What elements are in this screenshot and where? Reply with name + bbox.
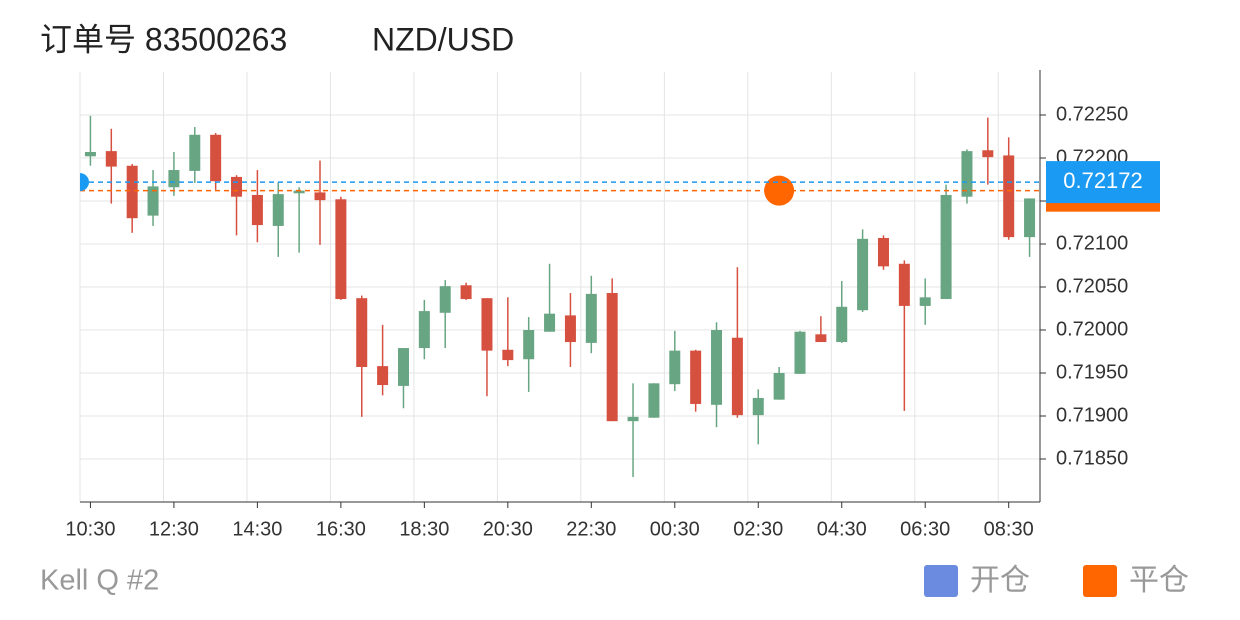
candle-body — [585, 293, 597, 343]
y-tick-label: 0.71850 — [1056, 447, 1128, 469]
x-tick-label: 16:30 — [316, 518, 366, 540]
candle-body — [502, 349, 514, 361]
x-tick-label: 02:30 — [733, 518, 783, 540]
candle-body — [836, 306, 848, 343]
x-tick-label: 18:30 — [399, 518, 449, 540]
x-tick-label: 00:30 — [650, 518, 700, 540]
candle-body — [773, 373, 785, 400]
candle-body — [606, 293, 618, 422]
x-tick-label: 10:30 — [65, 518, 115, 540]
candle-body — [752, 397, 764, 416]
candle-body — [293, 190, 305, 194]
candle-body — [815, 334, 827, 343]
candle-body — [397, 348, 409, 386]
candle-body — [982, 150, 994, 158]
legend-swatch — [1083, 565, 1117, 597]
legend-label: 平仓 — [1129, 564, 1189, 597]
candle-body — [857, 238, 869, 311]
y-tick-label: 0.72000 — [1056, 318, 1128, 340]
candle-body — [731, 337, 743, 416]
candle-body — [439, 286, 451, 313]
price-box — [1046, 161, 1160, 204]
x-tick-label: 14:30 — [232, 518, 282, 540]
candle-body — [231, 176, 243, 197]
candle-body — [84, 151, 96, 157]
candle-body — [669, 350, 681, 385]
candle-body — [877, 237, 889, 267]
footer: Kell Q #2 — [40, 565, 159, 597]
open-marker — [80, 173, 89, 192]
y-tick-label: 0.72250 — [1056, 103, 1128, 125]
candle-body — [105, 151, 117, 167]
candle-body — [460, 285, 472, 300]
candle-body — [189, 134, 201, 171]
candle-body — [1024, 198, 1036, 238]
candle-body — [690, 350, 702, 404]
candle-body — [898, 263, 910, 306]
chart-subtitle: NZD/USD — [372, 21, 514, 57]
candle-body — [251, 194, 263, 226]
candle-body — [1003, 155, 1015, 238]
x-tick-label: 08:30 — [984, 518, 1034, 540]
candle-body — [418, 311, 430, 349]
candle-body — [940, 194, 952, 300]
candle-body — [210, 134, 222, 182]
x-tick-label: 04:30 — [817, 518, 867, 540]
candle-body — [335, 199, 347, 300]
candle-body — [919, 297, 931, 306]
candle-body — [961, 151, 973, 197]
legend-swatch — [924, 565, 958, 597]
candle-body — [564, 315, 576, 343]
chart-title: 订单号 83500263 — [40, 21, 287, 57]
y-tick-label: 0.71950 — [1056, 361, 1128, 383]
candle-body — [126, 165, 138, 219]
close-marker — [764, 175, 795, 206]
price-label: 0.72172 — [1063, 168, 1143, 193]
candle-body — [544, 313, 556, 332]
candle-body — [377, 366, 389, 386]
candle-body — [711, 330, 723, 405]
candle-body — [648, 383, 660, 418]
candle-body — [168, 170, 180, 188]
candle-body — [147, 186, 159, 216]
candle-body — [356, 298, 368, 367]
candle-body — [272, 194, 284, 226]
x-tick-label: 12:30 — [149, 518, 199, 540]
y-tick-label: 0.72050 — [1056, 275, 1128, 297]
candle-body — [794, 331, 806, 374]
x-tick-label: 06:30 — [900, 518, 950, 540]
x-tick-label: 20:30 — [483, 518, 533, 540]
legend-label: 开仓 — [970, 564, 1030, 597]
candle-body — [481, 298, 493, 351]
candle-body — [523, 330, 535, 360]
candle-body — [627, 416, 639, 422]
y-tick-label: 0.72100 — [1056, 232, 1128, 254]
y-tick-label: 0.71900 — [1056, 404, 1128, 426]
candle-body — [314, 192, 326, 201]
x-tick-label: 22:30 — [566, 518, 616, 540]
